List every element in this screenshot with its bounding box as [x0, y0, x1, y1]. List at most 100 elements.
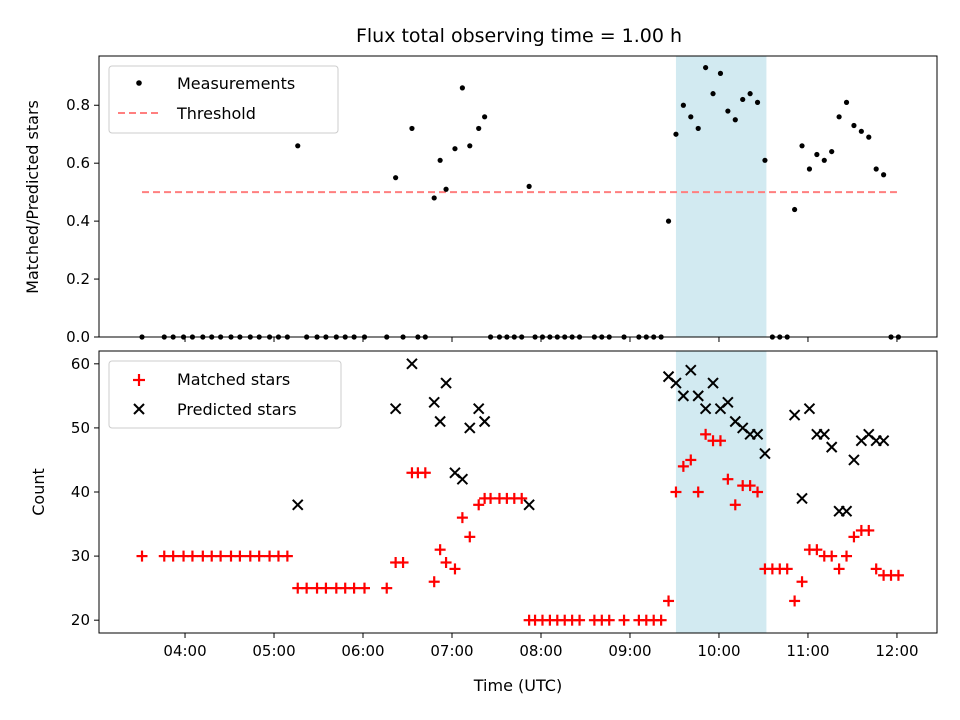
measurement-point [695, 125, 701, 132]
x-tick-label: 05:00 [252, 642, 295, 660]
matched-star-point [320, 582, 332, 594]
measurement-point [792, 206, 798, 213]
matched-star-point [811, 544, 823, 556]
predicted-star-point [472, 402, 485, 415]
matched-star-point [167, 550, 179, 562]
top-legend: Measurements Threshold [108, 65, 339, 134]
predicted-star-point [692, 390, 704, 402]
matched-star-point [603, 614, 615, 626]
x-tick-label: 06:00 [341, 642, 384, 660]
predicted-star-point [464, 422, 476, 434]
predicted-star-point [840, 505, 853, 517]
measurement-point [393, 175, 399, 181]
matched-star-point [700, 428, 712, 440]
predicted-star-point [803, 402, 816, 415]
top-y-ticks: 0.0 0.2 0.4 0.6 0.8 [66, 96, 99, 346]
measurement-point [851, 122, 857, 129]
x-tick-label: 12:00 [875, 642, 918, 660]
predicted-star-point [406, 358, 418, 370]
top-plot-frame [98, 55, 938, 338]
predicted-star-point [796, 492, 808, 505]
matched-star-point [215, 550, 227, 562]
matched-star-point [863, 524, 875, 536]
top-y-axis-label: Matched/Predicted stars [23, 100, 42, 294]
top-shaded-interval [675, 56, 767, 337]
chart-title: Flux total observing time = 1.00 h [356, 25, 682, 47]
measurement-point [866, 134, 872, 140]
matched-star-point [473, 499, 485, 511]
measurement-point [710, 91, 716, 97]
matched-star-point [670, 486, 682, 498]
matched-star-point [434, 544, 446, 556]
x-axis-label: Time (UTC) [473, 676, 562, 695]
top-x-ticks [184, 337, 898, 342]
matched-star-point [428, 576, 440, 588]
bottom-shaded-interval [675, 351, 767, 633]
matched-star-point [301, 582, 313, 594]
bottom-legend-box [108, 360, 342, 429]
matched-star-point [358, 582, 370, 594]
measurement-point [762, 157, 768, 163]
top-y-tick-label: 0.8 [66, 96, 90, 114]
predicted-star-point [818, 428, 830, 441]
matched-star-point [663, 595, 675, 607]
matched-star-point [692, 486, 704, 498]
matched-star-point [722, 473, 734, 485]
measurement-point [443, 186, 449, 192]
measurement-point [467, 143, 473, 149]
matched-star-point [729, 499, 741, 511]
legend-predicted-marker [133, 403, 145, 415]
predicted-star-point [456, 473, 469, 485]
measurement-point [806, 166, 813, 172]
matched-star-point [781, 563, 793, 575]
bottom-y-tick-label: 20 [71, 611, 90, 629]
matched-star-point [397, 557, 409, 568]
matched-star-point [464, 531, 476, 543]
predicted-star-point [677, 390, 690, 402]
predicted-stars-points [292, 358, 890, 517]
predicted-star-point [428, 396, 440, 408]
matched-star-point [892, 569, 904, 581]
measurement-point [881, 172, 887, 178]
matched-star-point [281, 550, 293, 562]
measurement-point [295, 143, 301, 149]
measurement-point [431, 195, 437, 201]
predicted-star-point [434, 415, 446, 428]
measurement-point [747, 91, 753, 97]
matched-star-point [136, 550, 148, 562]
measurement-point [665, 218, 672, 224]
matched-star-point [186, 550, 198, 562]
matched-star-point [574, 614, 586, 626]
bottom-x-ticks: 04:00 05:00 06:00 07:00 08:00 09:00 10:00 11:00… [163, 633, 919, 660]
x-tick-label: 04:00 [163, 642, 206, 660]
measurement-point [703, 64, 709, 71]
matched-star-point [714, 435, 726, 447]
matched-stars-points [136, 428, 904, 626]
matched-star-point [752, 486, 764, 498]
predicted-star-point [670, 377, 682, 389]
measurement-point [843, 99, 850, 105]
matched-star-point [419, 467, 431, 479]
measurement-point [717, 70, 724, 76]
matched-star-point [870, 563, 882, 575]
predicted-star-point [292, 499, 304, 511]
measurement-point [732, 117, 738, 123]
measurement-point [673, 131, 679, 137]
x-tick-label: 09:00 [608, 642, 651, 660]
predicted-star-point [788, 409, 801, 421]
matched-star-point [841, 550, 853, 562]
measurement-point [799, 143, 805, 149]
measurement-point [476, 125, 482, 132]
measurement-point [821, 157, 827, 163]
measurement-point [754, 99, 761, 105]
predicted-star-point [877, 435, 890, 447]
bottom-y-tick-label: 50 [71, 419, 90, 437]
x-tick-label: 07:00 [430, 642, 473, 660]
x-tick-label: 11:00 [786, 642, 829, 660]
x-tick-label: 10:00 [697, 642, 740, 660]
measurement-point [873, 166, 879, 172]
legend-predicted-label: Predicted stars [177, 400, 297, 419]
predicted-star-point [825, 441, 838, 453]
predicted-star-point [759, 447, 771, 460]
matched-star-point [789, 595, 801, 607]
